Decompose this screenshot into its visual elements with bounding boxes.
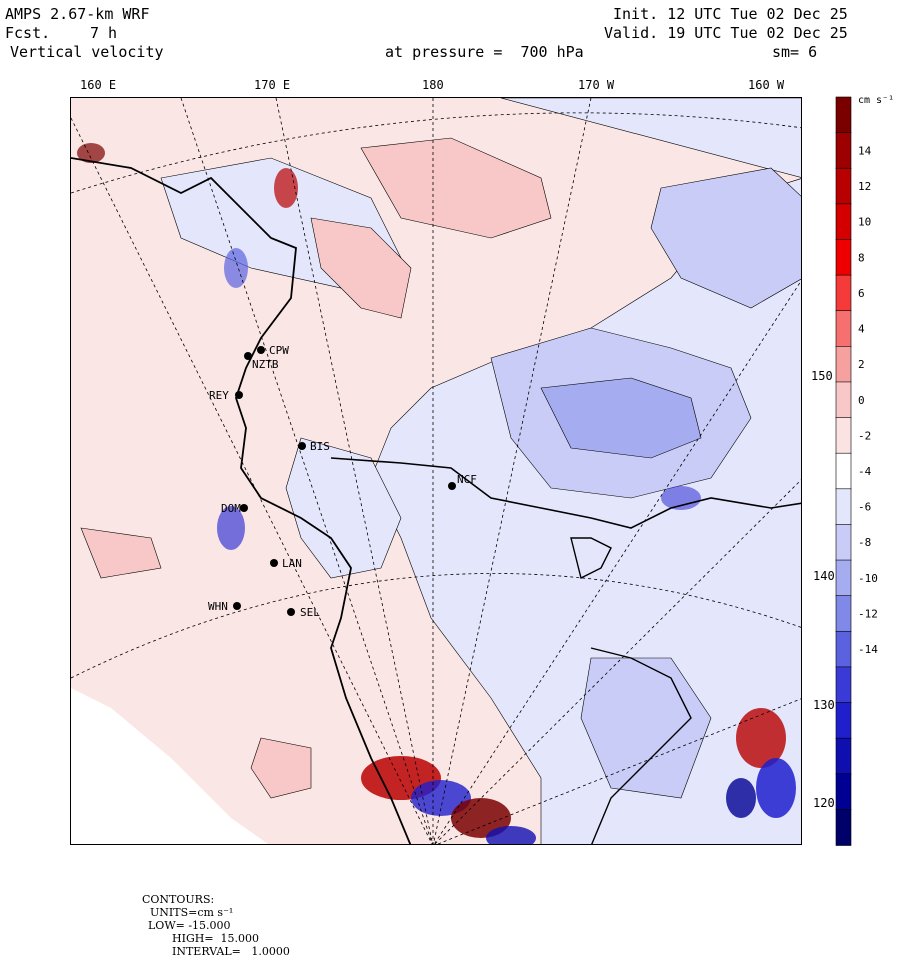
colorbar-swatch xyxy=(835,381,852,419)
pressure-level: at pressure = 700 hPa xyxy=(385,43,584,61)
colorbar-tick: 0 xyxy=(858,394,865,407)
station-whn: WHN xyxy=(208,600,241,613)
colorbar-tick: 4 xyxy=(858,323,865,336)
field-name: Vertical velocity xyxy=(10,43,164,61)
station-markers: CPW NZTB REY BIS NCF DOM LAN WHN SEL xyxy=(208,344,477,619)
colorbar-unit: cm s⁻¹ xyxy=(858,95,894,106)
high-info: HIGH= 15.000 xyxy=(172,932,260,945)
colorbar-tick: 10 xyxy=(858,216,871,229)
colorbar-tick: -10 xyxy=(858,572,878,585)
station-bis: BIS xyxy=(298,440,330,453)
lon-tick: 170 W xyxy=(578,78,615,92)
grounding-line xyxy=(570,537,692,844)
colorbar-swatch xyxy=(835,239,852,276)
station-rey: REY xyxy=(209,389,243,402)
colorbar-swatch xyxy=(835,132,852,170)
colorbar-tick: -14 xyxy=(858,643,878,656)
colorbar-swatch xyxy=(835,737,852,775)
colorbar-swatch xyxy=(835,809,852,846)
colorbar-swatch xyxy=(835,595,852,633)
svg-text:NZTB: NZTB xyxy=(252,358,279,371)
colorbar-swatches xyxy=(835,96,852,846)
station-dom: DOM xyxy=(221,502,248,515)
svg-text:REY: REY xyxy=(209,389,229,402)
svg-text:SEL: SEL xyxy=(300,606,320,619)
negative-core xyxy=(650,167,801,309)
colorbar-tick: -6 xyxy=(858,501,871,514)
colorbar-tick: -8 xyxy=(858,536,871,549)
coastline xyxy=(71,157,412,844)
forecast-label: Fcst. xyxy=(5,24,51,42)
positive-blob xyxy=(250,737,312,799)
interval-info: INTERVAL= 1.0000 xyxy=(172,945,290,958)
svg-text:WHN: WHN xyxy=(208,600,228,613)
lon-tick: 180 xyxy=(422,78,444,92)
units-info: UNITS=cm s⁻¹ xyxy=(150,906,234,919)
colorbar-tick: -2 xyxy=(858,429,871,442)
colorbar-tick: 8 xyxy=(858,251,865,264)
positive-blob xyxy=(80,527,162,579)
colorbar-tick: 14 xyxy=(858,144,872,157)
negative-core xyxy=(540,377,702,459)
colorbar-tick: 12 xyxy=(858,180,871,193)
valid-time: Valid. 19 UTC Tue 02 Dec 25 xyxy=(604,24,848,42)
colorbar-swatch xyxy=(835,167,852,205)
lon-tick-right: 140 W xyxy=(813,569,850,583)
strong-convective-cells xyxy=(77,143,796,844)
station-sel: SEL xyxy=(287,606,320,619)
lon-tick: 160 W xyxy=(748,78,785,92)
graticule xyxy=(71,98,801,844)
svg-text:DOM: DOM xyxy=(221,502,241,515)
colorbar-tick-labels: 14 12 10 8 6 4 2 0 -2 -4 -6 -8 -10 -12 -14 xyxy=(858,144,878,656)
colorbar-swatch xyxy=(835,96,852,134)
low-info: LOW= -15.000 xyxy=(148,919,231,932)
colorbar-swatch xyxy=(835,630,852,668)
station-nztb: NZTB xyxy=(244,352,279,371)
lon-tick: 160 E xyxy=(80,78,117,92)
lon-tick: 170 E xyxy=(254,78,291,92)
svg-text:BIS: BIS xyxy=(310,440,330,453)
colorbar-tick: -4 xyxy=(858,465,872,478)
station-ncf: NCF xyxy=(448,473,477,490)
contour-info: CONTOURS: UNITS=cm s⁻¹ LOW= -15.000 HIGH… xyxy=(135,880,290,958)
colorbar-tick: -12 xyxy=(858,607,878,620)
lon-tick-right: 130 W xyxy=(813,698,850,712)
colorbar-swatch xyxy=(835,524,852,561)
forecast-hour: 7 h xyxy=(90,24,118,42)
lon-tick-right: 150 W xyxy=(811,369,848,383)
svg-text:NCF: NCF xyxy=(457,473,477,486)
svg-text:LAN: LAN xyxy=(282,557,302,570)
ice-shelf-edge xyxy=(330,457,801,529)
colorbar-swatch xyxy=(835,203,852,241)
positive-band xyxy=(310,217,412,319)
negative-region xyxy=(285,437,402,579)
smoothing: sm= 6 xyxy=(772,43,818,61)
colorbar-swatch xyxy=(835,417,852,454)
colorbar-tick: 6 xyxy=(858,287,865,300)
station-lan: LAN xyxy=(270,557,302,570)
colorbar-swatch xyxy=(835,488,852,526)
colorbar-tick: 2 xyxy=(858,358,865,371)
map-panel: CPW NZTB REY BIS NCF DOM LAN WHN SEL xyxy=(70,97,802,845)
init-time: Init. 12 UTC Tue 02 Dec 25 xyxy=(613,5,848,23)
no-data-area xyxy=(71,688,269,844)
model-title: AMPS 2.67-km WRF xyxy=(5,5,150,23)
colorbar-swatch xyxy=(835,452,852,490)
positive-band xyxy=(360,137,552,239)
colorbar-swatch xyxy=(835,274,852,312)
colorbar-swatch xyxy=(835,310,852,348)
lon-tick-right: 120 W xyxy=(813,796,850,810)
svg-text:CPW: CPW xyxy=(269,344,289,357)
vertical-velocity-map: CPW NZTB REY BIS NCF DOM LAN WHN SEL xyxy=(71,98,801,844)
station-cpw: CPW xyxy=(257,344,289,357)
